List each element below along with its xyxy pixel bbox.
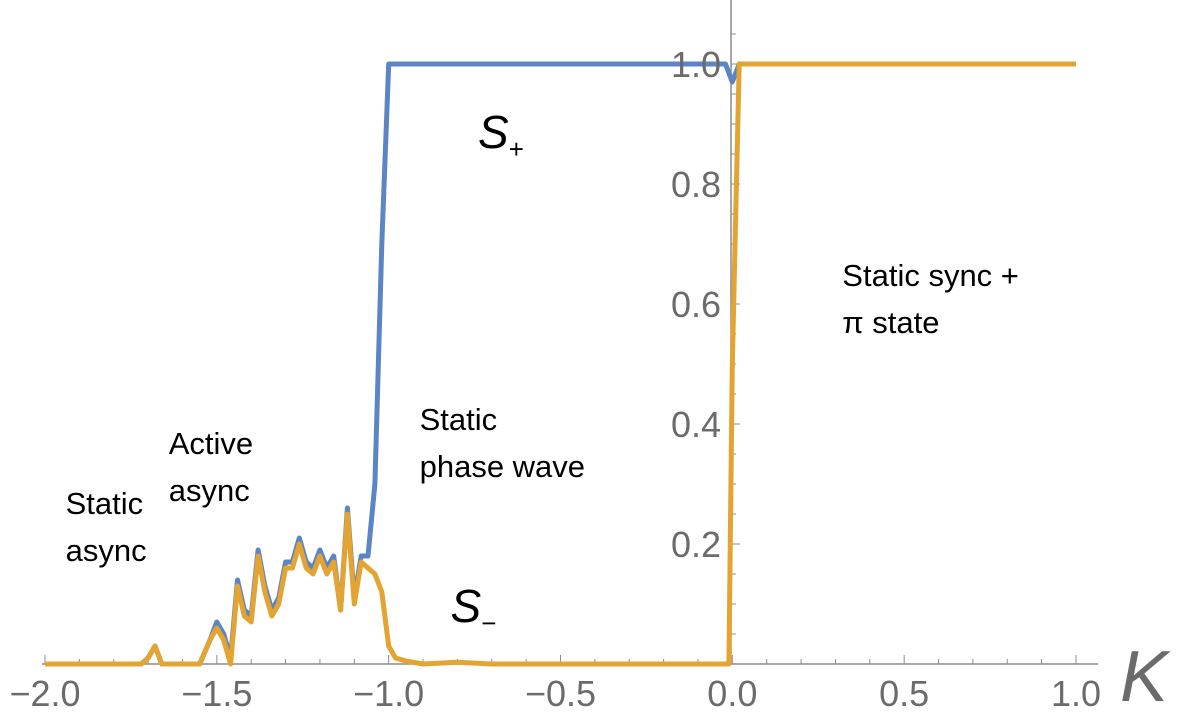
series-group: [45, 61, 1076, 667]
series-label: S+: [478, 106, 524, 164]
x-tick-label: 0.5: [879, 673, 929, 714]
y-tick-label: 1.0: [671, 44, 721, 85]
series-label-subscript: −: [481, 608, 496, 638]
series-label-base: S: [478, 106, 509, 158]
x-tick-label: −1.5: [181, 673, 252, 714]
series-line-s-minus: [45, 61, 1076, 667]
series-line-s-plus: [45, 61, 1076, 667]
y-tick-label: 0.6: [671, 284, 721, 325]
region-annotation: async: [169, 473, 250, 508]
region-annotation: Active: [169, 426, 253, 461]
x-tick-label: 1.0: [1051, 673, 1101, 714]
region-annotation: Static sync +: [842, 258, 1019, 293]
y-tick-label: 0.2: [671, 524, 721, 565]
x-tick-label: −1.0: [353, 673, 424, 714]
x-tick-label: −0.5: [525, 673, 596, 714]
region-annotation: π state: [842, 305, 939, 340]
region-annotation: async: [66, 533, 147, 568]
axes: [42, 0, 1098, 665]
series-label: S−: [451, 580, 497, 638]
region-annotation: Static: [66, 486, 144, 521]
tick-labels: −2.0 −1.5 −1.0 −0.5 0.0 0.5 1.0 0.2 0.4 0.6 0.8 1.0: [9, 44, 1101, 714]
series-label-base: S: [451, 580, 482, 632]
x-axis-label: K: [1120, 637, 1171, 717]
y-tick-label: 0.4: [671, 404, 721, 445]
region-annotation: phase wave: [420, 449, 585, 484]
y-tick-label: 0.8: [671, 164, 721, 205]
region-annotation: Static: [420, 402, 498, 437]
x-tick-label: −2.0: [9, 673, 80, 714]
x-tick-label: 0.0: [707, 673, 757, 714]
series-label-subscript: +: [509, 134, 524, 164]
